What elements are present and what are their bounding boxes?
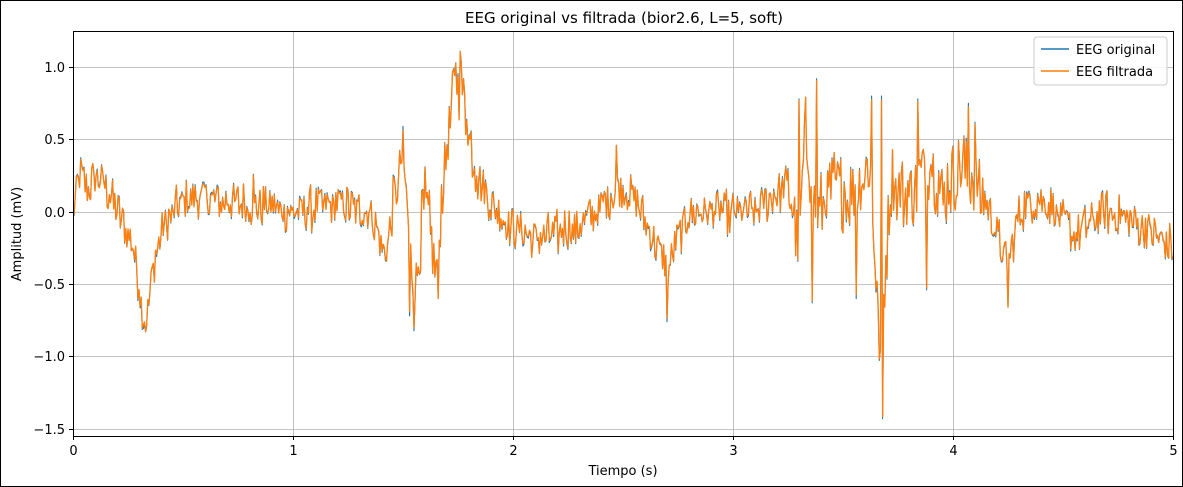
- x-tick-label: 0: [69, 444, 77, 459]
- y-tick-label: 0.0: [44, 206, 65, 221]
- y-tick-label: 0.5: [44, 133, 65, 148]
- y-tick-label: −1.0: [33, 350, 65, 365]
- legend-label-filtered: EEG filtrada: [1076, 65, 1153, 80]
- y-tick-label: −0.5: [33, 278, 65, 293]
- y-tick-label: 1.0: [44, 61, 65, 76]
- x-tick-label: 1: [289, 444, 297, 459]
- chart-title: EEG original vs filtrada (bior2.6, L=5, …: [465, 9, 783, 27]
- y-axis-label: Amplitud (mV): [10, 187, 25, 281]
- series-line-eeg-original: [73, 50, 1173, 420]
- legend: EEG original EEG filtrada: [1033, 36, 1168, 86]
- x-axis-label: Tiempo (s): [587, 464, 657, 479]
- x-tick-label: 2: [509, 444, 517, 459]
- y-axis-ticks: −1.5 −1.0 −0.5 0.0 0.5 1.0: [33, 61, 73, 438]
- series-group: [73, 50, 1173, 420]
- grid: [73, 31, 1174, 436]
- x-tick-label: 4: [949, 444, 957, 459]
- legend-label-original: EEG original: [1076, 43, 1155, 58]
- y-tick-label: −1.5: [33, 423, 65, 438]
- plot-area-frame: [73, 31, 1174, 437]
- x-tick-label: 5: [1169, 444, 1177, 459]
- series-line-eeg-filtrada: [73, 50, 1173, 418]
- x-axis-ticks: 0 1 2 3 4 5: [69, 436, 1178, 459]
- x-tick-label: 3: [729, 444, 737, 459]
